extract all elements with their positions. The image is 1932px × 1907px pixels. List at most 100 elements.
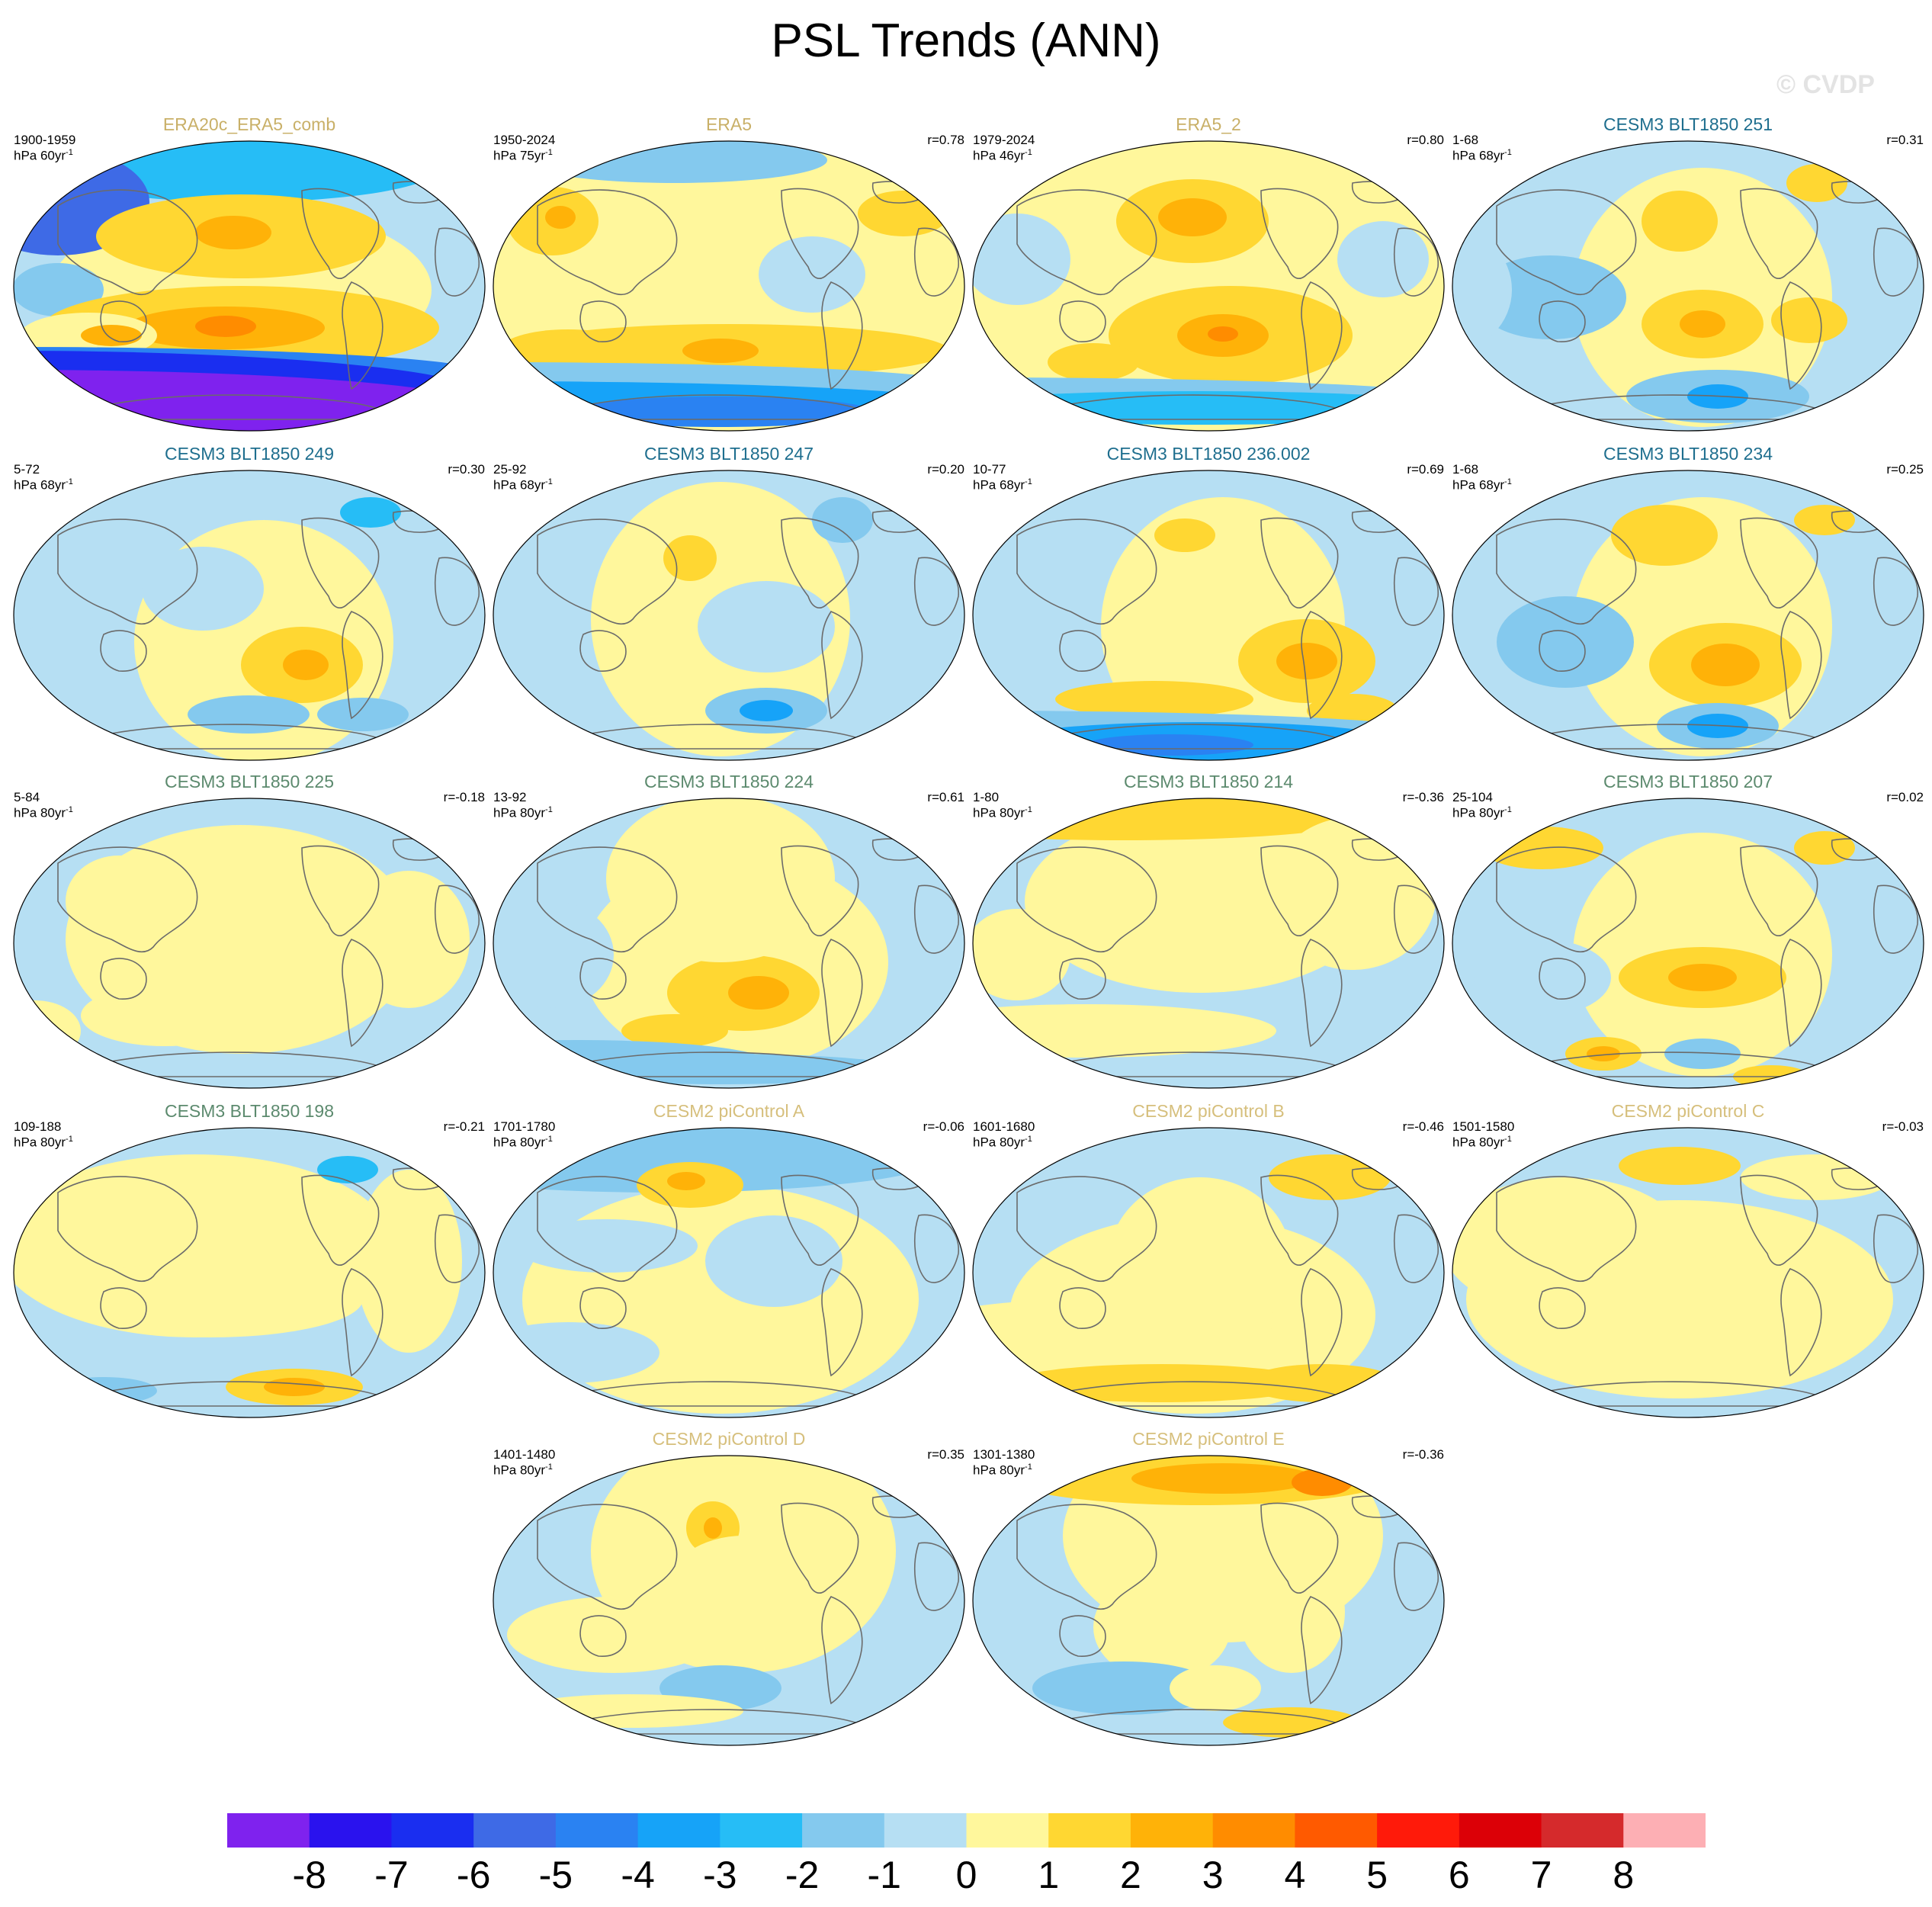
map-panel: ERA5 1950-2024 hPa 75yr-1 r=0.78 xyxy=(492,114,966,442)
coastline xyxy=(1394,557,1439,626)
panel-title: CESM3 BLT1850 224 xyxy=(643,772,814,791)
colorbar-swatch xyxy=(884,1813,967,1848)
anomaly-contour xyxy=(1680,310,1725,338)
map-panel: CESM2 piControl C 1501-1580 hPa 80yr-1 r=-0… xyxy=(1451,1101,1925,1429)
panel-units: hPa 75yr-1 xyxy=(493,148,553,163)
anomaly-contour xyxy=(218,848,310,955)
panel-title: CESM2 piControl C xyxy=(1611,1101,1765,1121)
anomaly-contour xyxy=(195,316,256,337)
colorbar-tick-label: 0 xyxy=(955,1854,977,1896)
anomaly-contour xyxy=(1223,1707,1360,1738)
coastline xyxy=(342,611,384,720)
anomaly-contour xyxy=(58,1261,363,1337)
coastline xyxy=(1394,227,1439,297)
coastline xyxy=(1539,630,1586,672)
panel-units: hPa 80yr-1 xyxy=(1452,805,1512,820)
map-panel: CESM3 BLT1850 225 5-84 hPa 80yr-1 r=-0.18 xyxy=(12,772,486,1100)
coastline xyxy=(537,846,678,953)
anomaly-contour xyxy=(1246,1364,1398,1402)
panel-period: 1501-1580 xyxy=(1452,1119,1515,1134)
anomaly-contour xyxy=(1668,964,1737,991)
anomaly-contour xyxy=(1474,255,1626,339)
map-panel: CESM2 piControl B 1601-1680 hPa 80yr-1 r=-0… xyxy=(971,1101,1446,1429)
colorbar-swatch xyxy=(227,1813,310,1848)
panel-title: ERA5 xyxy=(705,114,753,134)
coastline xyxy=(781,1174,859,1266)
panel-period: 1301-1380 xyxy=(973,1447,1035,1462)
coastline xyxy=(1016,189,1157,296)
coastline xyxy=(579,630,627,672)
coastline xyxy=(301,188,380,279)
panel-title: CESM3 BLT1850 249 xyxy=(164,444,335,464)
panel-correlation: r=0.30 xyxy=(448,462,485,477)
coastline xyxy=(342,281,384,390)
colorbar-tick-label: -7 xyxy=(374,1854,409,1896)
panel-correlation: r=0.78 xyxy=(927,133,964,147)
colorbar-tick-label: -8 xyxy=(292,1854,326,1896)
coastline xyxy=(57,846,198,953)
panel-correlation: r=-0.36 xyxy=(1402,790,1444,804)
coastline xyxy=(1016,846,1157,953)
colorbar-swatch xyxy=(1295,1813,1378,1848)
map-border xyxy=(1452,1127,1924,1418)
anomaly-contour xyxy=(545,206,576,229)
map-border xyxy=(1452,798,1924,1089)
panel-title: CESM3 BLT1850 236.002 xyxy=(1106,444,1311,464)
panel-correlation: r=-0.06 xyxy=(923,1119,964,1134)
anomaly-contour xyxy=(522,141,827,183)
map-border xyxy=(972,1455,1445,1746)
map xyxy=(493,470,965,761)
coastline xyxy=(579,1287,627,1329)
coastline xyxy=(1016,1176,1157,1283)
colorbar-tick-label: 1 xyxy=(1038,1854,1060,1896)
panel-correlation: r=0.80 xyxy=(1407,133,1444,147)
coastline xyxy=(57,189,198,296)
panel-period: 1979-2024 xyxy=(973,133,1035,147)
anomaly-contour xyxy=(1055,681,1253,718)
panel-period: 10-77 xyxy=(973,462,1006,477)
map xyxy=(493,140,965,432)
panel-title: CESM2 piControl D xyxy=(652,1429,806,1449)
coastline xyxy=(579,300,627,342)
coastline xyxy=(1260,1174,1339,1266)
anomaly-contour xyxy=(1170,1665,1261,1711)
panel-units: hPa 80yr-1 xyxy=(14,1135,73,1150)
anomaly-contour xyxy=(1154,518,1215,552)
panel-correlation: r=0.25 xyxy=(1886,462,1924,477)
colorbar-tick-label: 4 xyxy=(1284,1854,1306,1896)
map-panel: CESM3 BLT1850 251 1-68 hPa 68yr-1 r=0.31 xyxy=(1451,114,1925,442)
colorbar-swatch xyxy=(555,1813,639,1848)
anomaly-contour xyxy=(14,1177,195,1269)
anomaly-contour xyxy=(663,535,717,581)
panel-correlation: r=0.02 xyxy=(1886,790,1924,804)
anomaly-contour xyxy=(1497,596,1634,688)
anomaly-contour xyxy=(1794,505,1855,535)
anomaly-contour xyxy=(705,1215,842,1307)
anomaly-contour xyxy=(1587,1046,1620,1061)
coastline xyxy=(1301,611,1343,720)
coastline xyxy=(537,1504,678,1610)
map-panel: CESM3 BLT1850 198 109-188 hPa 80yr-1 r=-0.2… xyxy=(12,1101,486,1429)
coastline xyxy=(1059,1615,1106,1657)
coastline xyxy=(1740,517,1818,608)
coastline xyxy=(1496,846,1637,953)
coastline xyxy=(821,1268,863,1377)
map-panel: CESM3 BLT1850 224 13-92 hPa 80yr-1 r=0.61 xyxy=(492,772,966,1100)
coastline xyxy=(537,189,678,296)
panel-units: hPa 68yr-1 xyxy=(14,477,73,493)
anomaly-contour xyxy=(1771,297,1847,343)
anomaly-contour xyxy=(1048,343,1139,381)
panel-units: hPa 68yr-1 xyxy=(493,477,553,493)
coastline xyxy=(1016,1504,1157,1610)
coastline xyxy=(100,630,147,672)
coastline xyxy=(57,1176,198,1283)
map-panel: CESM3 BLT1850 236.002 10-77 hPa 68yr-1 r=0.… xyxy=(971,444,1446,772)
colorbar-tick-label: 7 xyxy=(1530,1854,1552,1896)
coastline xyxy=(100,958,147,1000)
anomaly-contour xyxy=(1276,643,1337,679)
coastline xyxy=(435,884,480,954)
coastline xyxy=(435,1214,480,1283)
panel-correlation: r=0.31 xyxy=(1886,133,1924,147)
colorbar-swatch xyxy=(391,1813,474,1848)
panel-units: hPa 68yr-1 xyxy=(1452,477,1512,493)
